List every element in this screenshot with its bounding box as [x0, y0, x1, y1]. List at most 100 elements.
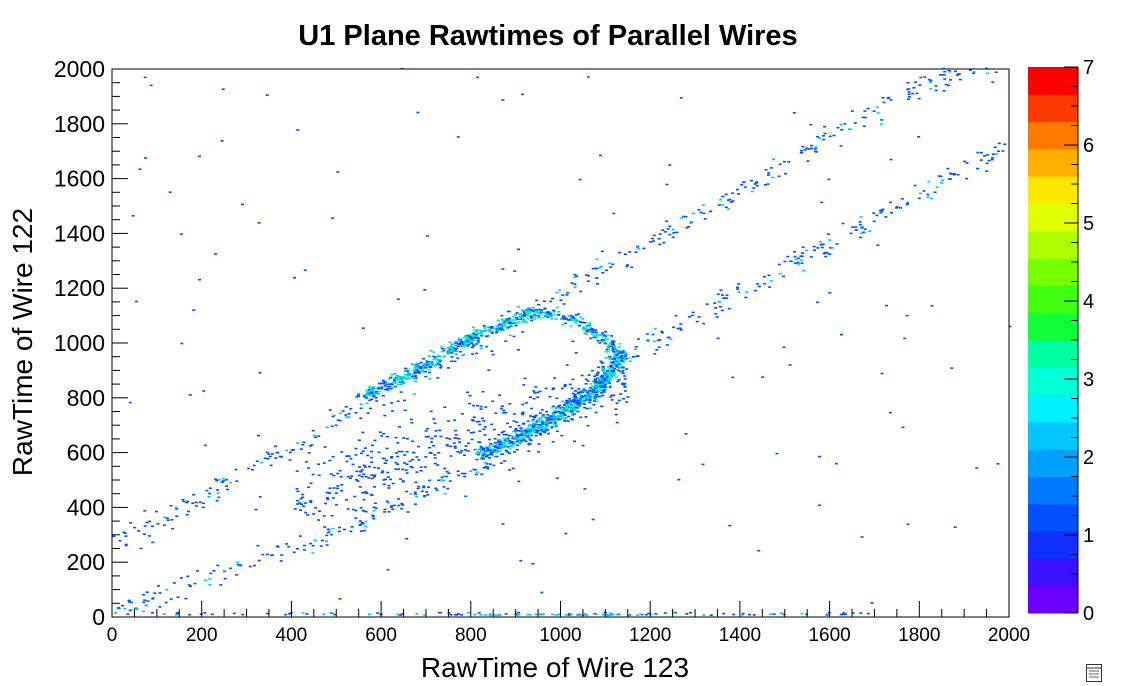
data-point — [809, 144, 813, 147]
data-point — [548, 313, 552, 315]
data-point — [477, 341, 480, 344]
data-point — [384, 478, 387, 481]
data-point — [593, 397, 597, 399]
data-point — [172, 582, 176, 584]
data-point — [360, 469, 364, 471]
data-point — [410, 363, 414, 365]
data-point — [151, 596, 155, 599]
data-point — [563, 420, 567, 422]
data-point — [144, 157, 147, 159]
data-point — [546, 429, 550, 431]
data-point — [414, 380, 418, 383]
data-point — [403, 399, 406, 402]
data-point — [430, 437, 434, 440]
data-point — [464, 344, 468, 347]
data-point — [475, 421, 479, 423]
data-point — [450, 347, 454, 350]
data-point — [762, 276, 766, 278]
data-point — [824, 255, 828, 258]
data-point — [485, 449, 489, 452]
data-point — [724, 206, 728, 209]
data-point — [432, 418, 436, 420]
data-point — [836, 126, 840, 129]
data-point — [850, 110, 854, 112]
data-point — [499, 448, 503, 450]
data-point — [536, 391, 540, 394]
data-point — [471, 344, 475, 346]
data-point — [439, 435, 443, 438]
data-point — [444, 475, 448, 478]
data-point — [492, 428, 496, 431]
data-point — [690, 314, 694, 317]
data-point — [338, 469, 342, 472]
data-point — [175, 515, 179, 517]
data-point — [390, 456, 394, 458]
data-point — [127, 601, 131, 603]
data-point — [538, 390, 542, 393]
data-point — [594, 333, 598, 336]
data-point — [257, 222, 261, 224]
data-point — [475, 471, 479, 473]
data-point — [519, 427, 523, 430]
editor-icon[interactable] — [1086, 664, 1102, 682]
data-point — [410, 375, 414, 378]
data-point — [493, 455, 497, 458]
data-point — [487, 369, 491, 371]
data-point — [498, 439, 502, 441]
data-point — [592, 389, 596, 391]
data-point — [512, 420, 516, 422]
data-point — [521, 309, 525, 312]
data-point — [381, 457, 385, 460]
data-point — [122, 531, 126, 534]
data-point — [588, 399, 592, 402]
data-point — [617, 378, 621, 381]
data-point — [619, 393, 623, 395]
data-point — [828, 135, 832, 138]
data-point — [488, 449, 492, 451]
y-tick-label: 2000 — [54, 56, 105, 82]
data-point — [450, 352, 454, 354]
data-point — [473, 335, 477, 337]
data-point — [368, 385, 371, 388]
data-point — [382, 432, 386, 435]
data-point — [991, 153, 995, 155]
data-point — [424, 362, 428, 364]
data-point — [312, 513, 316, 515]
data-point — [823, 251, 827, 254]
data-point — [884, 216, 888, 218]
data-point — [393, 378, 397, 380]
data-point — [478, 451, 482, 454]
data-point — [806, 160, 810, 162]
data-point — [480, 334, 484, 337]
data-point — [166, 519, 170, 521]
data-point — [488, 614, 492, 617]
data-point — [420, 368, 424, 371]
data-point — [143, 76, 147, 79]
data-point — [714, 312, 718, 315]
data-point — [456, 136, 460, 138]
data-point — [591, 267, 595, 270]
data-point — [457, 474, 461, 477]
data-point — [435, 363, 439, 366]
data-point — [735, 286, 739, 289]
data-point — [511, 437, 515, 440]
data-point — [953, 526, 957, 528]
data-point — [465, 391, 469, 394]
data-point — [881, 208, 885, 211]
data-point — [571, 315, 575, 318]
data-point — [578, 403, 581, 405]
data-point — [449, 614, 453, 616]
data-point — [668, 164, 672, 166]
data-point — [374, 387, 378, 390]
data-point — [415, 368, 419, 370]
data-point — [783, 260, 787, 263]
data-point — [564, 532, 568, 535]
data-point — [432, 444, 435, 447]
data-point — [454, 353, 458, 356]
data-point — [428, 446, 432, 449]
data-point — [757, 549, 761, 552]
data-point — [309, 482, 313, 484]
data-point — [586, 395, 590, 397]
data-point — [778, 163, 782, 166]
data-point — [338, 598, 342, 600]
